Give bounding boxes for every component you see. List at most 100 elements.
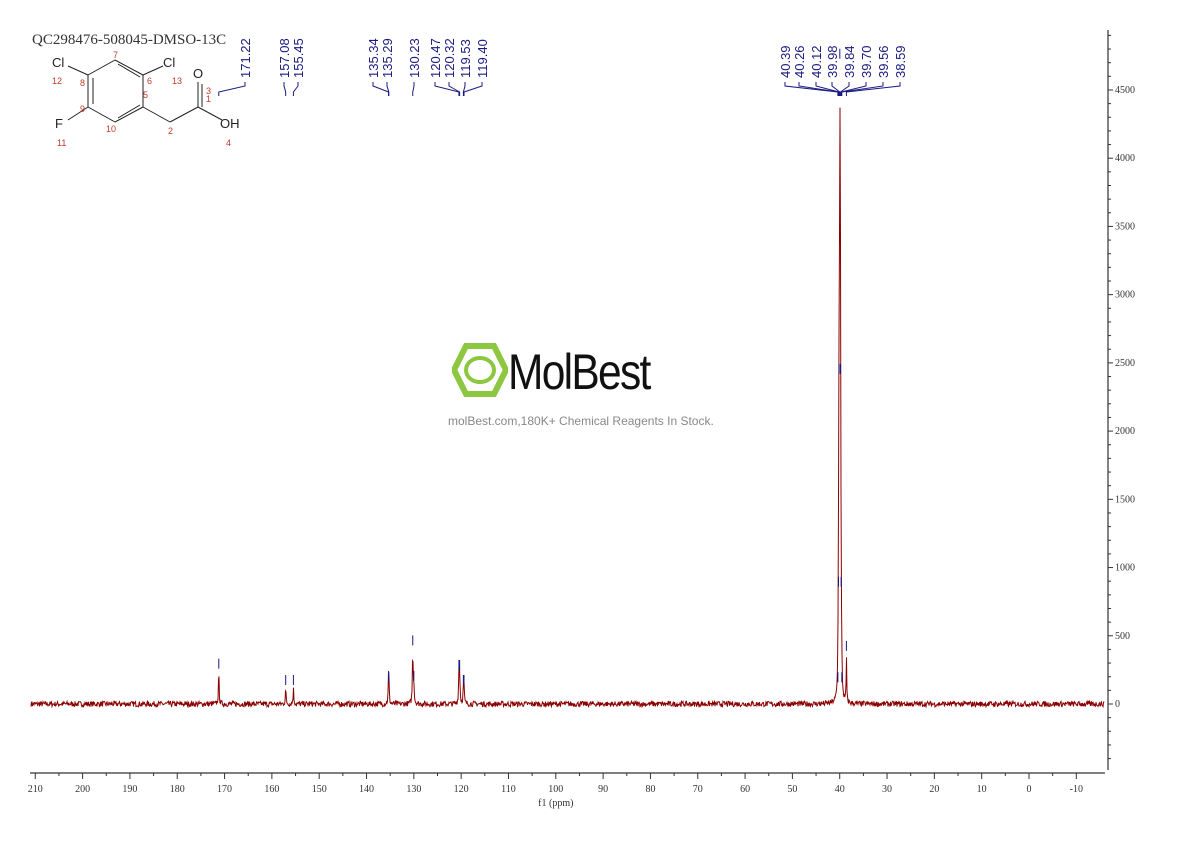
atom-label: OH: [220, 116, 240, 131]
peak-label-group: 119.40: [463, 39, 490, 96]
x-tick-label: 200: [75, 784, 90, 795]
peak-label-connector: [839, 82, 850, 96]
y-tick-label: 3500: [1115, 221, 1135, 232]
bond: [142, 65, 164, 76]
peak-label: 155.45: [291, 38, 306, 78]
atom-label: Cl: [163, 55, 175, 70]
peak-label-group: 39.70: [840, 45, 874, 96]
y-tick-label: 0: [1115, 699, 1120, 710]
atom-number: 3: [206, 86, 211, 96]
peak-label-group: 38.59: [845, 45, 908, 96]
bond: [87, 59, 116, 76]
x-tick-label: 70: [693, 784, 703, 795]
peak-label-connector: [283, 82, 287, 96]
atom-number: 1: [206, 94, 211, 104]
x-tick-label: 60: [740, 784, 750, 795]
x-tick-label: 0: [1027, 784, 1032, 795]
y-tick-label: 2000: [1115, 426, 1135, 437]
peak-label-group: 120.47: [428, 38, 460, 96]
peak-label: 130.23: [407, 38, 422, 78]
peak-label-group: 119.53: [458, 39, 473, 96]
peak-label-connector: [386, 82, 390, 96]
atom-number: 9: [80, 104, 85, 114]
y-tick-label: 4500: [1115, 85, 1135, 96]
atom-number: 6: [147, 76, 152, 86]
atom-number: 12: [52, 76, 62, 86]
x-tick-label: 120: [454, 784, 469, 795]
y-tick-label: 3000: [1115, 290, 1135, 301]
molbest-logo-icon: [452, 343, 508, 397]
bond: [114, 106, 144, 123]
peak-label-group: 40.26: [792, 45, 839, 96]
atom-number: 4: [226, 138, 231, 148]
peak-label-connector: [798, 82, 839, 96]
peak-label: 120.47: [428, 38, 443, 78]
x-tick-label: 10: [977, 784, 987, 795]
peak-label: 157.08: [277, 38, 292, 78]
x-tick-label: 210: [28, 784, 43, 795]
peak-label: 171.22: [238, 38, 253, 78]
x-tick-label: 160: [264, 784, 279, 795]
x-tick-label: 130: [406, 784, 421, 795]
bond: [87, 106, 116, 123]
peak-label: 39.84: [842, 45, 857, 78]
peak-label-group: 130.23: [407, 38, 422, 96]
y-tick-label: 1500: [1115, 494, 1135, 505]
peak-label: 40.39: [778, 45, 793, 78]
bond: [67, 65, 89, 76]
peak-label-group: 39.84: [839, 45, 857, 96]
bond: [67, 106, 89, 121]
peak-label: 39.98: [825, 45, 840, 78]
peak-label-group: 120.32: [442, 38, 461, 96]
y-tick-label: 1000: [1115, 563, 1135, 574]
peak-label-group: 40.39: [778, 45, 839, 96]
peak-label-connector: [372, 82, 390, 96]
y-tick-label: 2500: [1115, 358, 1135, 369]
x-tick-label: 80: [645, 784, 655, 795]
peak-label-connector: [784, 82, 839, 96]
x-tick-label: 110: [501, 784, 516, 795]
peak-label-connector: [462, 82, 466, 96]
peak-label-group: 157.08: [277, 38, 292, 96]
x-tick-label: 50: [787, 784, 797, 795]
double-bond: [117, 104, 141, 119]
peak-label: 39.70: [859, 45, 874, 78]
bond: [197, 106, 223, 121]
peak-label: 119.40: [475, 39, 490, 78]
peak-label-connector: [841, 82, 884, 96]
peak-label-group: 135.29: [380, 38, 395, 96]
peak-label: 38.59: [893, 45, 908, 78]
peak-label-connector: [292, 82, 299, 96]
spectrum-line: [30, 107, 1105, 709]
peak-label-group: 171.22: [218, 38, 253, 96]
peak-label-group: 39.98: [825, 45, 841, 96]
y-tick-label: 500: [1115, 631, 1130, 642]
atom-number: 13: [172, 76, 182, 86]
peak-label: 39.56: [876, 45, 891, 78]
peak-label-connector: [448, 82, 461, 96]
peak-label-connector: [840, 82, 867, 96]
watermark-brand: MolBest: [508, 344, 651, 400]
peak-label-connector: [831, 82, 841, 96]
peak-label-connector: [815, 82, 840, 96]
x-tick-label: 150: [312, 784, 327, 795]
atom-label: F: [55, 116, 63, 131]
atom-number: 5: [143, 90, 148, 100]
atom-label: Cl: [52, 55, 64, 70]
atom-number: 10: [106, 124, 116, 134]
atom-number: 7: [113, 50, 118, 60]
atom-number: 11: [57, 138, 66, 148]
peak-label-connector: [434, 82, 460, 96]
peak-label: 120.32: [442, 38, 457, 78]
peak-label-connector: [412, 82, 415, 96]
x-tick-label: 140: [359, 784, 374, 795]
bond: [114, 59, 144, 76]
peak-label-connector: [463, 82, 483, 96]
peak-label-connector: [218, 82, 246, 96]
watermark-tagline: molBest.com,180K+ Chemical Reagents In S…: [448, 414, 714, 428]
x-tick-label: 40: [835, 784, 845, 795]
atom-number: 8: [80, 78, 85, 88]
double-bond: [117, 63, 141, 78]
